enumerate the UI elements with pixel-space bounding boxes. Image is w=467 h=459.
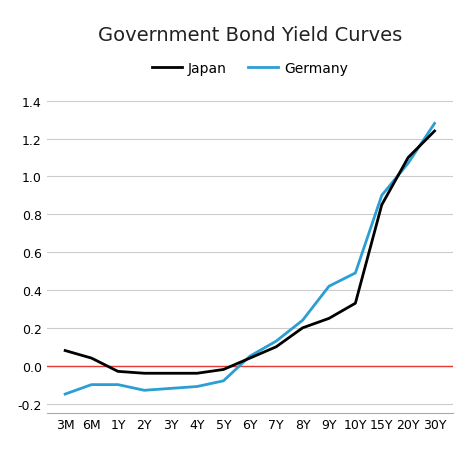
Germany [168, 386, 174, 392]
Japan [115, 369, 121, 374]
Germany [142, 388, 147, 393]
Germany [379, 193, 384, 199]
Germany [247, 354, 253, 359]
Legend: Japan, Germany: Japan, Germany [146, 56, 354, 82]
Title: Government Bond Yield Curves: Government Bond Yield Curves [98, 26, 402, 45]
Japan [326, 316, 332, 321]
Japan [247, 356, 253, 361]
Japan [353, 301, 358, 306]
Germany [405, 161, 411, 167]
Japan [405, 156, 411, 161]
Japan [63, 348, 68, 353]
Germany [194, 384, 200, 389]
Japan [142, 371, 147, 376]
Line: Japan: Japan [65, 132, 434, 374]
Germany [432, 122, 437, 127]
Germany [115, 382, 121, 387]
Line: Germany: Germany [65, 124, 434, 394]
Japan [379, 202, 384, 208]
Japan [221, 367, 226, 372]
Germany [63, 392, 68, 397]
Germany [273, 339, 279, 344]
Japan [168, 371, 174, 376]
Japan [89, 356, 94, 361]
Germany [221, 378, 226, 384]
Germany [353, 271, 358, 276]
Japan [194, 371, 200, 376]
Japan [273, 344, 279, 350]
Japan [300, 325, 305, 331]
Japan [432, 129, 437, 134]
Germany [89, 382, 94, 387]
Germany [326, 284, 332, 289]
Germany [300, 318, 305, 323]
